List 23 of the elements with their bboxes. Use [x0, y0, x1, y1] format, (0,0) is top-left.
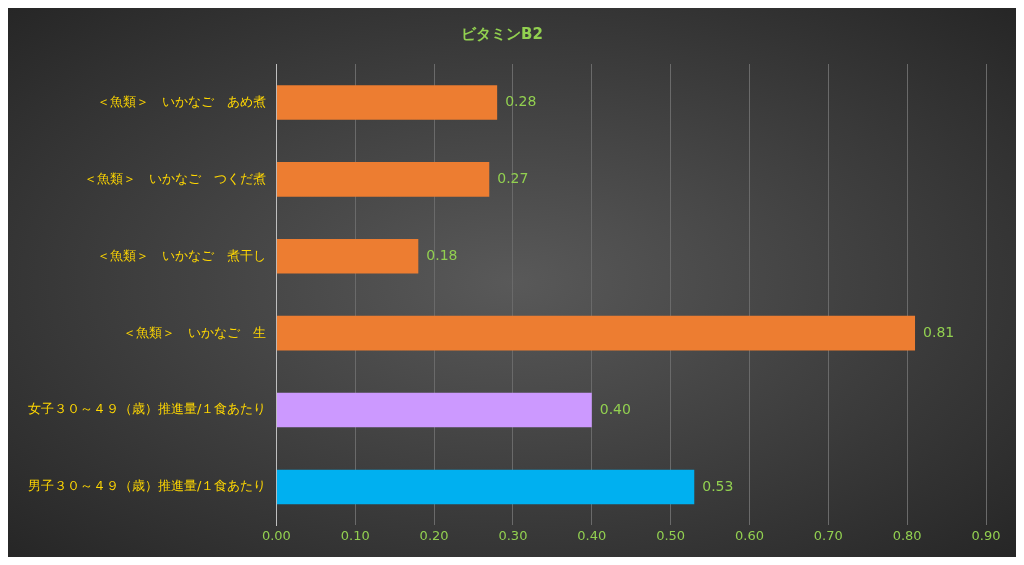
x-tick-label: 0.50 [656, 527, 686, 543]
x-tick-label: 0.90 [971, 527, 1001, 543]
x-tick-label: 0.20 [419, 527, 449, 543]
x-tick-label: 0.30 [498, 527, 528, 543]
chart-title: ビタミンB2 [461, 24, 543, 43]
data-label: 0.18 [426, 246, 458, 263]
x-tick-label: 0.00 [261, 527, 291, 543]
x-tick-label: 0.40 [577, 527, 607, 543]
data-label: 0.40 [599, 400, 631, 417]
y-tick-label: 男子３０～４９（歳）推進量/１食あたり [27, 478, 267, 494]
x-tick-label: 0.60 [734, 527, 764, 543]
y-tick-label: ＜魚類＞ いかなご 煮干し [97, 247, 267, 263]
y-tick-label: 女子３０～４９（歳）推進量/１食あたり [27, 401, 267, 417]
y-tick-label: ＜魚類＞ いかなご 生 [123, 324, 267, 340]
data-label: 0.28 [505, 93, 537, 110]
y-tick-label: ＜魚類＞ いかなご つくだ煮 [84, 170, 267, 186]
x-tick-label: 0.70 [813, 527, 843, 543]
data-label: 0.27 [497, 169, 529, 186]
data-label: 0.81 [923, 323, 955, 340]
data-label: 0.53 [702, 477, 734, 494]
x-tick-label: 0.10 [340, 527, 370, 543]
y-tick-label: ＜魚類＞ いかなご あめ煮 [97, 93, 267, 109]
x-tick-label: 0.80 [892, 527, 922, 543]
